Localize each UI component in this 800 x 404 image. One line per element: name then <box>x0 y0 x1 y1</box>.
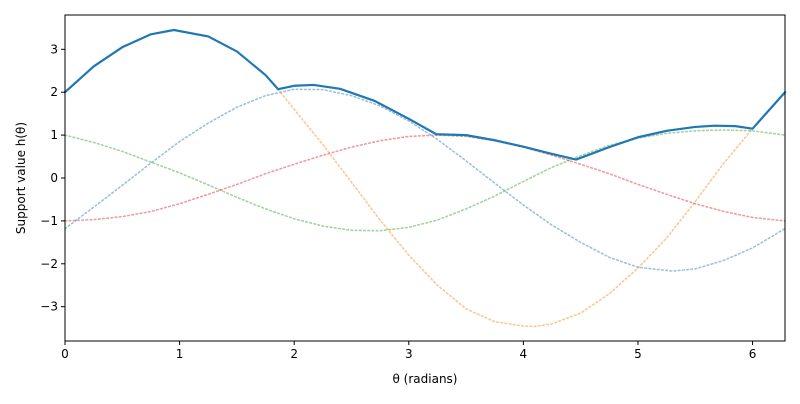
series-line-dotted-3 <box>64 134 786 222</box>
y-axis-label: Support value h(θ) <box>14 122 28 234</box>
y-tick-label: −3 <box>40 300 58 314</box>
y-tick-label: 2 <box>50 85 58 99</box>
series-layer <box>63 28 787 328</box>
x-tick-label: 6 <box>749 347 757 361</box>
x-tick-label: 5 <box>634 347 642 361</box>
y-tick-label: 3 <box>50 42 58 56</box>
x-axis-label: θ (radians) <box>393 372 458 386</box>
series-line-dotted-2 <box>64 129 786 232</box>
y-tick-label: −2 <box>40 257 58 271</box>
plot-frame <box>64 14 786 342</box>
y-tick-label: −1 <box>40 214 58 228</box>
series-line-dotted-1 <box>277 88 754 328</box>
x-tick-label: 3 <box>405 347 413 361</box>
series-line-dotted-0 <box>64 88 786 272</box>
x-tick-label: 1 <box>176 347 184 361</box>
y-tick-label: 1 <box>50 128 58 142</box>
x-tick-label: 2 <box>290 347 298 361</box>
x-tick-label: 4 <box>520 347 528 361</box>
x-tick-label: 0 <box>61 347 69 361</box>
ticks-layer: 0 1 2 3 4 5 6 −3 −2 −1 0 1 2 3 <box>40 42 756 361</box>
y-tick-label: 0 <box>50 171 58 185</box>
series-line-envelope <box>63 28 787 161</box>
